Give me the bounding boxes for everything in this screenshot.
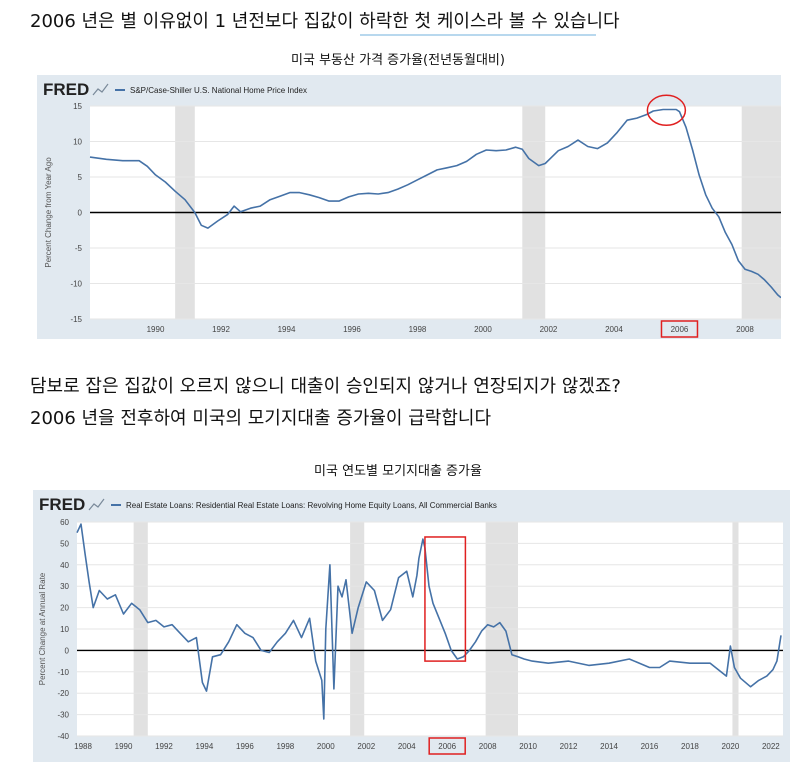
chart2-xtick-label: 2000 [317,742,335,751]
chart2-ytick-label: 40 [60,561,69,570]
chart2-xtick-label: 2018 [681,742,699,751]
chart1-xtick-label: 2008 [736,325,754,334]
chart2-xtick-label: 2010 [519,742,537,751]
mortgage-loan-chart: FRED Real Estate Loans: Residential Real … [33,490,790,762]
chart1-ytick-label: -10 [70,280,82,289]
chart2-xtick-label: 1990 [115,742,133,751]
chart2-xtick-label: 1992 [155,742,173,751]
chart2-caption: 미국 연도별 모기지대출 증가율 [314,464,482,479]
chart2-xtick-label: 2002 [357,742,375,751]
chart2-xtick-label: 1994 [196,742,214,751]
chart2-fred-logo: FRED [39,495,85,514]
chart2-highlight-box [424,536,467,662]
chart2-xtick-label: 2012 [560,742,578,751]
chart1-ytick-label: -15 [70,315,82,324]
chart1-highlight-tick-box [660,320,699,338]
chart1-xtick-label: 2006 [671,325,689,334]
chart2-ytick-label: 10 [60,625,69,634]
chart1-xtick-label: 1996 [343,325,361,334]
chart2-ytick-label: -40 [57,732,69,741]
chart1-series-line [89,108,781,299]
chart1-highlight-circle [646,94,687,127]
chart1-caption: 미국 부동산 가격 증가율(전년동월대비) [291,53,505,68]
chart1-ytick-label: -5 [75,244,83,253]
chart1-ytick-label: 10 [73,138,82,147]
chart1-xtick-label: 1994 [278,325,296,334]
chart2-ytick-label: 0 [65,646,70,655]
chart1-ytick-label: 0 [78,209,83,218]
chart2-xtick-label: 2020 [722,742,740,751]
chart2-legend-label: Real Estate Loans: Residential Real Esta… [126,501,497,510]
chart1-xtick-label: 2000 [474,325,492,334]
chart2-ytick-label: -20 [57,689,69,698]
chart2-xtick-label: 2022 [762,742,780,751]
chart2-series-line [76,523,782,720]
chart2-xtick-label: 1998 [276,742,294,751]
chart2-xtick-label: 2008 [479,742,497,751]
chart1-xtick-label: 2004 [605,325,623,334]
chart2-ytick-label: 30 [60,582,69,591]
chart2-ytick-label: 60 [60,518,69,527]
body-text-2: 2006 년을 전후하여 미국의 모기지대출 증가율이 급락합니다 [30,408,492,429]
chart2-ytick-label: -30 [57,711,69,720]
body-text-1: 담보로 잡은 집값이 오르지 않으니 대출이 승인되지 않거나 연장되지가 않겠… [30,376,621,397]
home-price-chart: FRED S&P/Case-Shiller U.S. National Home … [37,75,781,339]
chart1-xtick-label: 2002 [540,325,558,334]
intro-text: 2006 년은 별 이유없이 1 년전보다 집값이 하락한 첫 케이스라 볼 수… [30,11,620,32]
chart2-ytick-label: 50 [60,539,69,548]
chart1-xtick-label: 1992 [212,325,230,334]
chart1-legend-label: S&P/Case-Shiller U.S. National Home Pric… [130,86,307,95]
chart1-ytick-label: 5 [78,173,83,182]
chart2-ytick-label: -10 [57,668,69,677]
chart2-highlight-tick-box [428,737,466,755]
chart2-xtick-label: 1996 [236,742,254,751]
chart1-xtick-label: 1990 [147,325,165,334]
chart2-xtick-label: 2014 [600,742,618,751]
chart1-xtick-label: 1998 [409,325,427,334]
chart2-y-axis-title: Percent Change at Annual Rate [38,572,47,685]
chart1-fred-logo: FRED [43,80,89,99]
chart2-chart-icon [88,498,105,511]
chart2-xtick-label: 1988 [74,742,92,751]
chart1-chart-icon [92,83,109,96]
underline [360,34,596,36]
chart2-xtick-label: 2006 [438,742,456,751]
chart2-xtick-label: 2016 [641,742,659,751]
chart1-y-axis-title: Percent Change from Year Ago [44,157,53,268]
chart1-ytick-label: 15 [73,102,82,111]
chart2-ytick-label: 20 [60,604,69,613]
chart2-xtick-label: 2004 [398,742,416,751]
